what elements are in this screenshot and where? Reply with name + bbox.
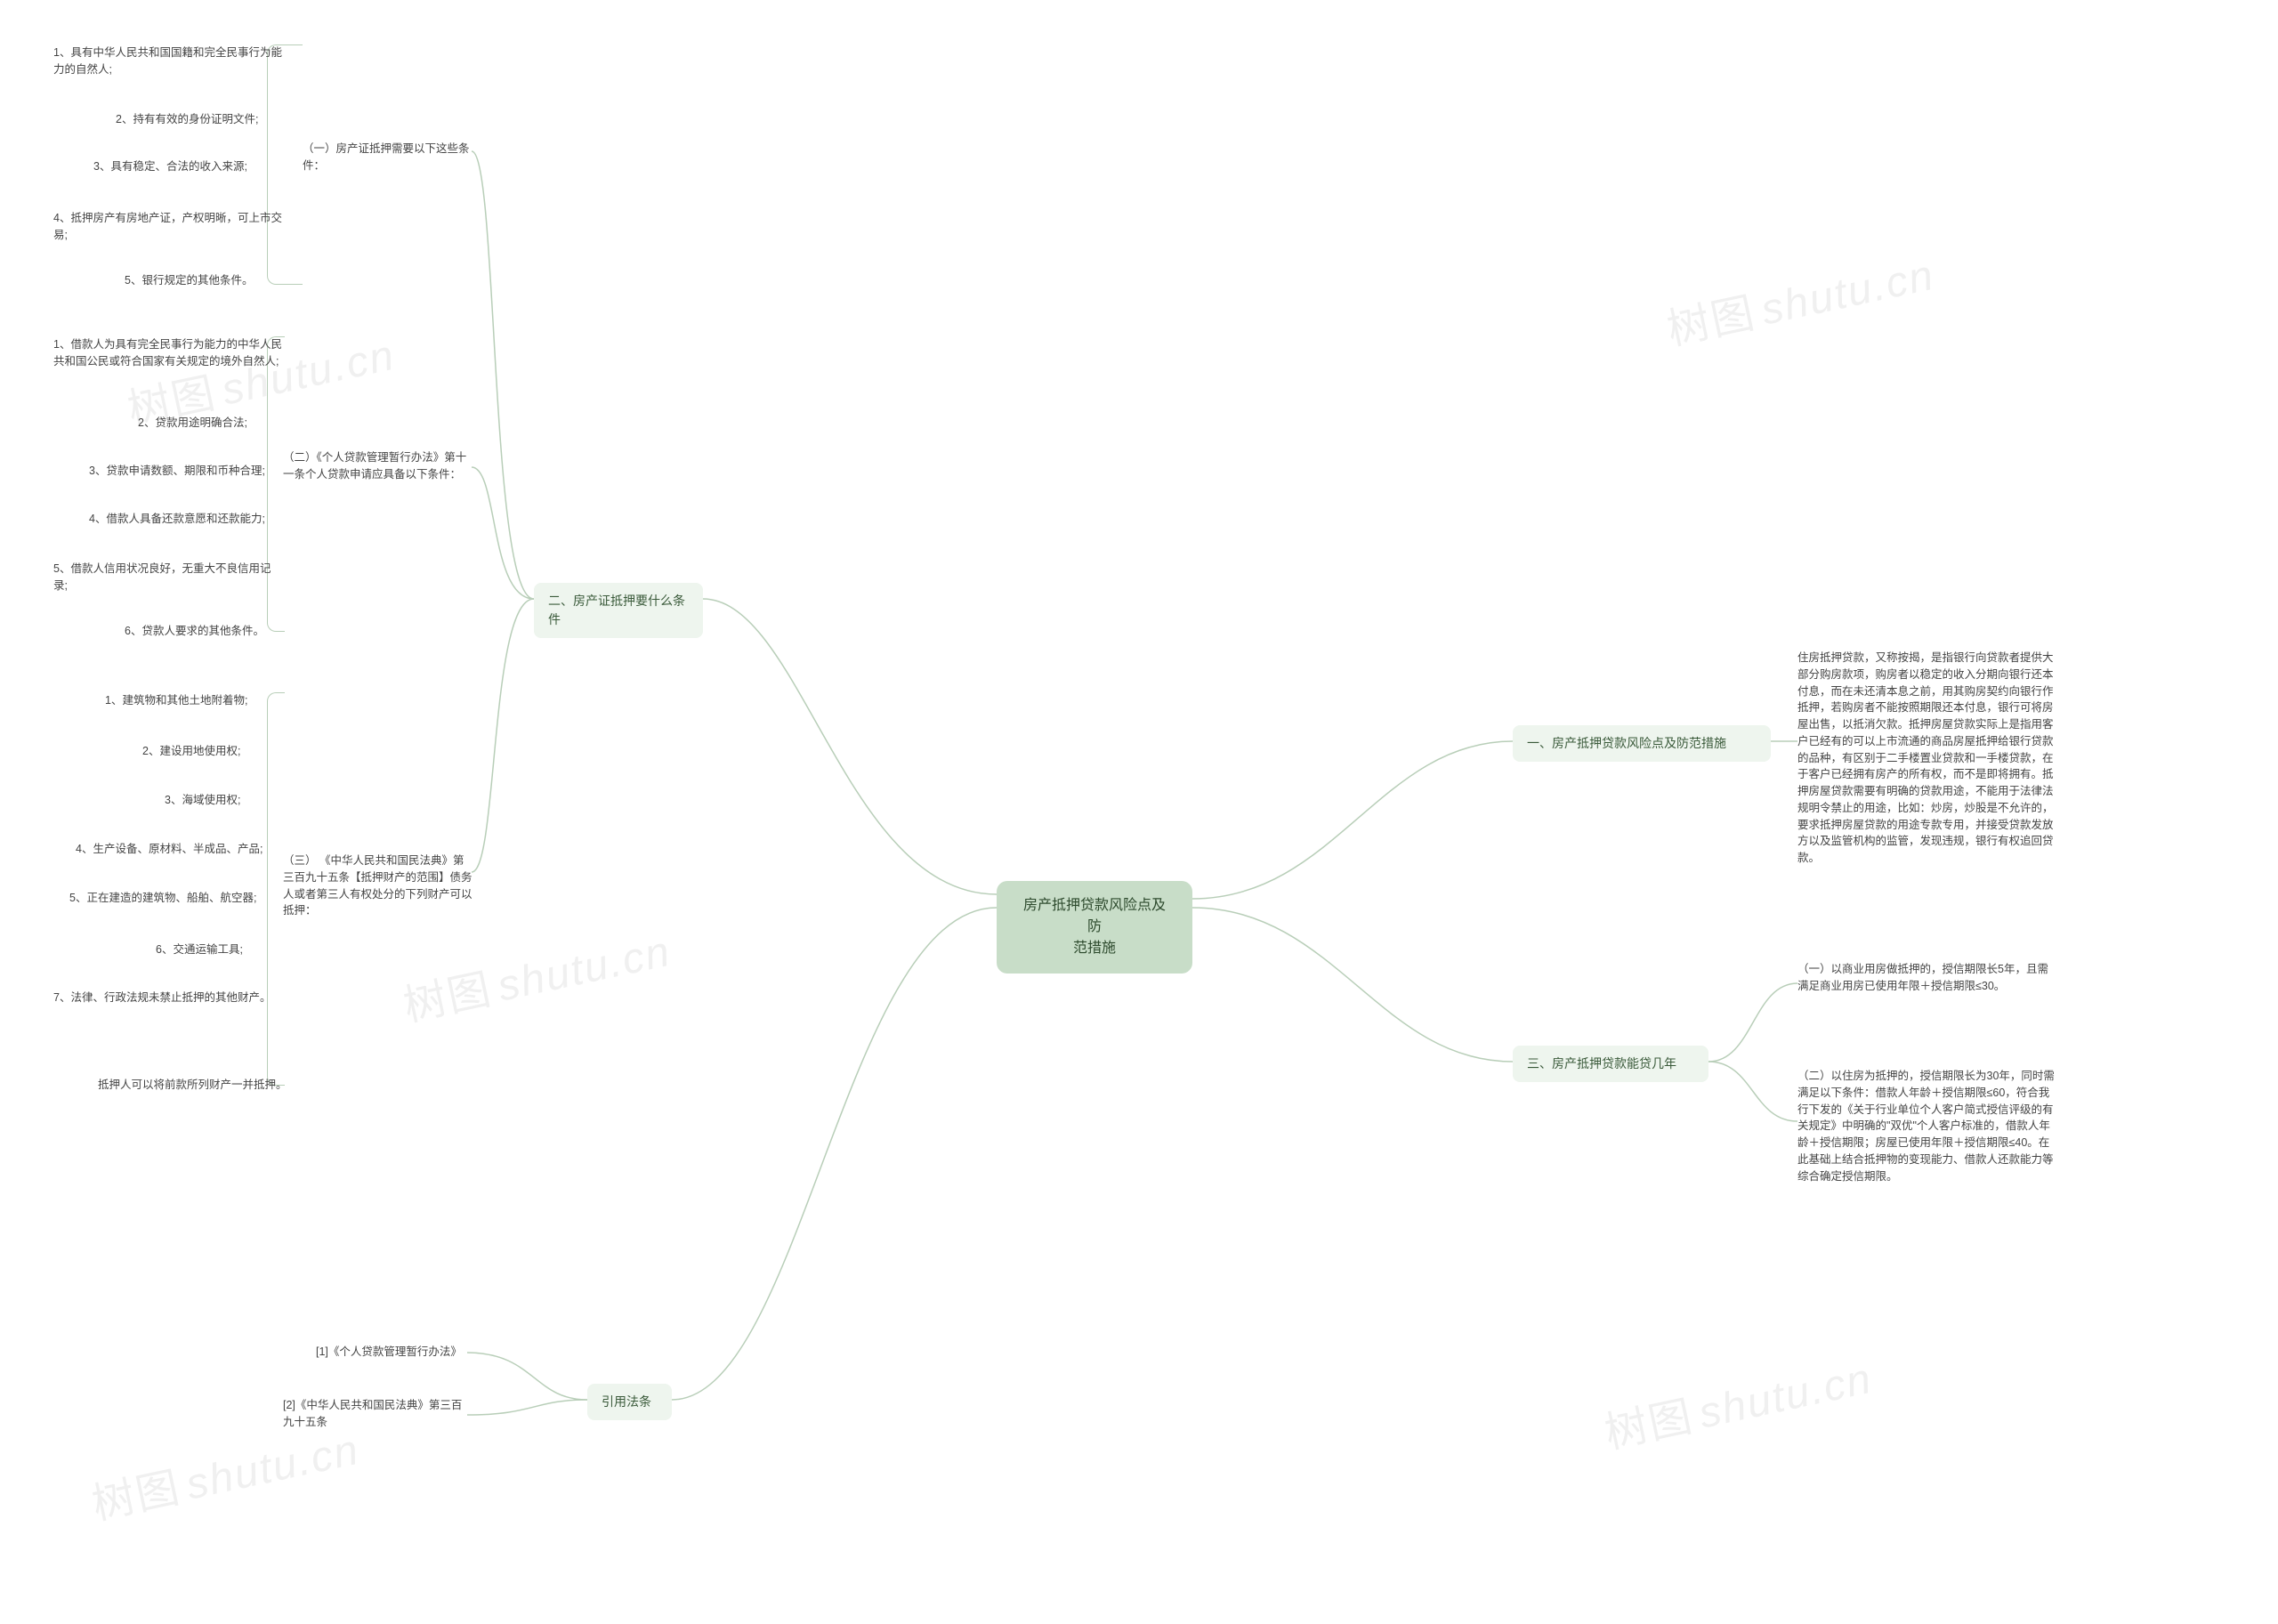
leaf-s2-2-3: 3、贷款申请数额、期限和币种合理; <box>89 463 265 480</box>
branch-s1-title: 一、房产抵押贷款风险点及防范措施 <box>1527 736 1726 750</box>
leaf-s2-2-1: 1、借款人为具有完全民事行为能力的中华人民共和国公民或符合国家有关规定的境外自然… <box>53 336 285 370</box>
bracket <box>267 692 285 1086</box>
branch-ref[interactable]: 引用法条 <box>587 1384 672 1420</box>
leaf-ref-2: [2]《中华人民共和国民法典》第三百九十五条 <box>283 1397 470 1431</box>
sub-s2-2[interactable]: （二）《个人贷款管理暂行办法》第十一条个人贷款申请应具备以下条件： <box>283 449 474 483</box>
leaf-s2-2-4: 4、借款人具备还款意愿和还款能力; <box>89 511 265 528</box>
branch-s3-title: 三、房产抵押贷款能贷几年 <box>1527 1056 1676 1071</box>
leaf-s2-2-5: 5、借款人信用状况良好，无重大不良信用记录; <box>53 561 285 594</box>
leaf-s2-1-2: 2、持有有效的身份证明文件; <box>116 111 258 128</box>
leaf-s2-1-4: 4、抵押房产有房地产证，产权明晰，可上市交易; <box>53 210 285 244</box>
watermark: 树图shutu.cn <box>1598 1343 1877 1460</box>
leaf-s1-detail: 住房抵押贷款，又称按揭，是指银行向贷款者提供大部分购房款项，购房者以稳定的收入分… <box>1797 650 2056 867</box>
watermark: 树图shutu.cn <box>85 1414 364 1531</box>
watermark: 树图shutu.cn <box>397 916 675 1033</box>
leaf-s2-2-2: 2、贷款用途明确合法; <box>138 415 247 432</box>
leaf-s2-3-7: 7、法律、行政法规未禁止抵押的其他财产。 <box>53 990 271 1006</box>
root-line2: 范措施 <box>1018 938 1171 959</box>
watermark: 树图shutu.cn <box>1660 239 1939 357</box>
leaf-s2-3-6: 6、交通运输工具; <box>156 941 243 958</box>
root-node[interactable]: 房产抵押贷款风险点及防 范措施 <box>997 881 1192 974</box>
leaf-s2-1-3: 3、具有稳定、合法的收入来源; <box>93 158 247 175</box>
sub-s2-3[interactable]: （三） 《中华人民共和国民法典》第三百九十五条【抵押财产的范围】债务人或者第三人… <box>283 852 474 919</box>
leaf-s2-2-6: 6、贷款人要求的其他条件。 <box>125 623 264 640</box>
branch-s1[interactable]: 一、房产抵押贷款风险点及防范措施 <box>1513 725 1771 762</box>
leaf-s2-3-5: 5、正在建造的建筑物、船舶、航空器; <box>69 890 256 907</box>
branch-ref-title: 引用法条 <box>602 1394 651 1409</box>
leaf-s2-3-3: 3、海域使用权; <box>165 792 240 809</box>
branch-s2-title: 二、房产证抵押要什么条件 <box>548 594 685 626</box>
leaf-s3-d2: （二）以住房为抵押的，授信期限长为30年，同时需满足以下条件：借款人年龄＋授信期… <box>1797 1068 2056 1184</box>
leaf-s2-3-4: 4、生产设备、原材料、半成品、产品; <box>76 841 263 858</box>
bracket <box>267 44 303 285</box>
leaf-s2-3-2: 2、建设用地使用权; <box>142 743 240 760</box>
leaf-ref-1: [1]《个人贷款管理暂行办法》 <box>316 1344 462 1361</box>
sub-s2-1[interactable]: （一）房产证抵押需要以下这些条件： <box>303 141 472 174</box>
leaf-s2-1-1: 1、具有中华人民共和国国籍和完全民事行为能力的自然人; <box>53 44 285 78</box>
leaf-s2-1-5: 5、银行规定的其他条件。 <box>125 272 253 289</box>
branch-s3[interactable]: 三、房产抵押贷款能贷几年 <box>1513 1046 1708 1082</box>
root-line1: 房产抵押贷款风险点及防 <box>1018 895 1171 938</box>
leaf-s2-3-1: 1、建筑物和其他土地附着物; <box>105 692 247 709</box>
branch-s2[interactable]: 二、房产证抵押要什么条件 <box>534 583 703 638</box>
leaf-s2-3-8: 抵押人可以将前款所列财产一并抵押。 <box>98 1077 287 1094</box>
leaf-s3-d1: （一）以商业用房做抵押的，授信期限长5年，且需满足商业用房已使用年限＋授信期限≤… <box>1797 961 2056 995</box>
